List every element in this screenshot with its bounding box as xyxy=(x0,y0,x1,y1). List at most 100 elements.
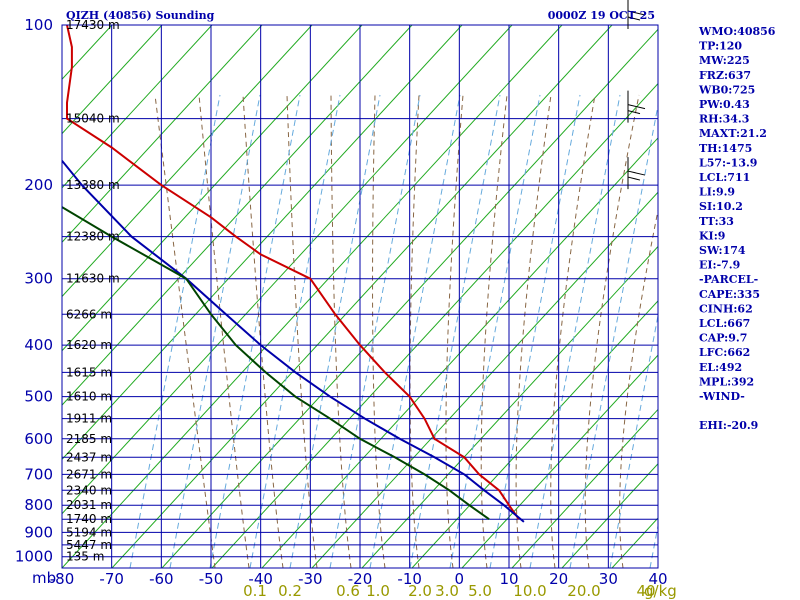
moist-adiabat-line xyxy=(198,94,250,568)
dry-adiabat-line xyxy=(0,25,12,568)
labels-layer: -80 -70 -60 -50 -40 -30 -20 -10 0 10 20 30 40 100 200 3… xyxy=(15,0,668,600)
chart-datetime: 0000Z 19 OCT 25 xyxy=(548,9,655,22)
moist-adiabat-line xyxy=(445,94,464,568)
dry-adiabat-line xyxy=(261,137,658,568)
dry-adiabat-line xyxy=(62,25,163,135)
height-label: 2671 m xyxy=(66,467,112,481)
pressure-tick-label: 800 xyxy=(24,496,53,514)
moist-adiabat-line xyxy=(480,94,508,568)
series-layer xyxy=(62,25,525,523)
height-label: 13380 m xyxy=(66,178,120,192)
height-label: 1911 m xyxy=(66,412,112,426)
pressure-tick-label: 200 xyxy=(24,176,53,194)
sounding-profile-line-0 xyxy=(66,25,520,520)
moist-adiabat-line xyxy=(372,94,386,568)
index-text: MPL:392 xyxy=(699,375,754,388)
dry-adiabat-line xyxy=(62,25,363,352)
mixing-ratio-tick-label: 1.0 xyxy=(366,582,390,600)
wind-barb-flag xyxy=(627,176,641,181)
wind-barb-flag xyxy=(627,104,646,110)
mixing-ratio-line xyxy=(169,94,261,568)
height-label: 1615 m xyxy=(66,365,112,379)
moist-adiabat-line xyxy=(550,94,596,568)
index-text: L57:-13.9 xyxy=(699,156,757,169)
mixing-ratio-line xyxy=(289,94,381,568)
height-label: 2340 m xyxy=(66,483,112,497)
index-text: TH:1475 xyxy=(699,142,752,155)
temperature-tick-label: -70 xyxy=(99,570,124,588)
index-text: LCL:711 xyxy=(699,171,750,184)
height-label: 12380 m xyxy=(66,230,120,244)
dry-adiabat-line xyxy=(62,25,413,406)
index-text: LFC:662 xyxy=(699,346,750,359)
mixing-ratio-line xyxy=(329,94,421,568)
mixing-ratio-line xyxy=(409,94,501,568)
index-text: -WIND- xyxy=(699,390,745,403)
index-text: MW:225 xyxy=(699,54,750,67)
index-text: CINH:62 xyxy=(699,302,753,315)
pressure-tick-label: 1000 xyxy=(15,548,53,566)
index-text: FRZ:637 xyxy=(699,69,751,82)
index-text: MAXT:21.2 xyxy=(699,127,767,140)
index-text: LCL:667 xyxy=(699,317,750,330)
index-text: RH:34.3 xyxy=(699,113,749,126)
mixing-ratio-line xyxy=(369,94,461,568)
height-label: 2437 m xyxy=(66,450,112,464)
temperature-tick-label: -20 xyxy=(348,570,373,588)
height-label: 6266 m xyxy=(66,307,112,321)
index-text: EL:492 xyxy=(699,361,742,374)
mixing-ratio-line xyxy=(129,94,221,568)
pressure-unit-label: mb xyxy=(32,569,56,587)
dry-adiabat-line xyxy=(62,25,513,515)
wind-barb-flag xyxy=(627,10,646,16)
mixing-ratio-tick-label: 10.0 xyxy=(513,582,546,600)
temperature-tick-label: -10 xyxy=(397,570,422,588)
dry-adiabat-line xyxy=(211,82,658,568)
index-text: KI:9 xyxy=(699,229,725,242)
mixing-ratio-line xyxy=(609,313,658,568)
moist-adiabat-line xyxy=(619,208,658,568)
pressure-tick-label: 300 xyxy=(24,270,53,288)
wind-barb-flag xyxy=(627,16,641,21)
index-text: SW:174 xyxy=(699,244,746,257)
index-text: CAP:9.7 xyxy=(699,332,747,345)
moist-adiabat-line xyxy=(154,94,216,568)
dry-adiabat-line xyxy=(62,25,563,568)
temperature-tick-label: -50 xyxy=(199,570,224,588)
temperature-tick-label: -40 xyxy=(248,570,273,588)
mixing-ratio-tick-label: 3.0 xyxy=(435,582,459,600)
temperature-tick-label: -60 xyxy=(149,570,174,588)
dry-adiabat-line xyxy=(762,25,800,568)
index-text: -PARCEL- xyxy=(699,273,758,286)
height-label: 135 m xyxy=(66,550,104,564)
sounding-profile-line-2 xyxy=(62,206,490,521)
index-text: WB0:725 xyxy=(698,83,755,96)
mixing-ratio-line xyxy=(249,94,341,568)
dry-adiabat-line xyxy=(62,25,313,298)
dry-adiabat-line xyxy=(561,463,658,568)
index-text: CAPE:335 xyxy=(699,288,760,301)
pressure-tick-label: 900 xyxy=(24,523,53,541)
height-label: 17430 m xyxy=(66,18,120,32)
pressure-tick-label: 600 xyxy=(24,430,53,448)
index-text: PW:0.43 xyxy=(699,98,750,111)
dry-adiabat-line xyxy=(361,245,658,568)
index-text: TP:120 xyxy=(699,40,742,53)
dry-adiabat-line xyxy=(461,354,658,568)
grid-layer xyxy=(0,25,800,568)
mixing-ratio-tick-label: 5.0 xyxy=(468,582,492,600)
pressure-tick-label: 700 xyxy=(24,465,53,483)
mixing-ratio-line xyxy=(529,94,621,568)
temperature-tick-label: 0 xyxy=(455,570,465,588)
index-text: LI:9.9 xyxy=(699,186,735,199)
dry-adiabat-line xyxy=(511,408,658,568)
height-label: 5447 m xyxy=(66,538,112,552)
mixing-ratio-line xyxy=(489,94,581,568)
dry-adiabat-line xyxy=(111,25,613,568)
mixing-ratio-line xyxy=(569,102,658,568)
temperature-tick-label: 30 xyxy=(599,570,618,588)
wind-barb-flag xyxy=(627,110,641,115)
mixing-ratio-unit-label: g/kg xyxy=(644,582,677,600)
